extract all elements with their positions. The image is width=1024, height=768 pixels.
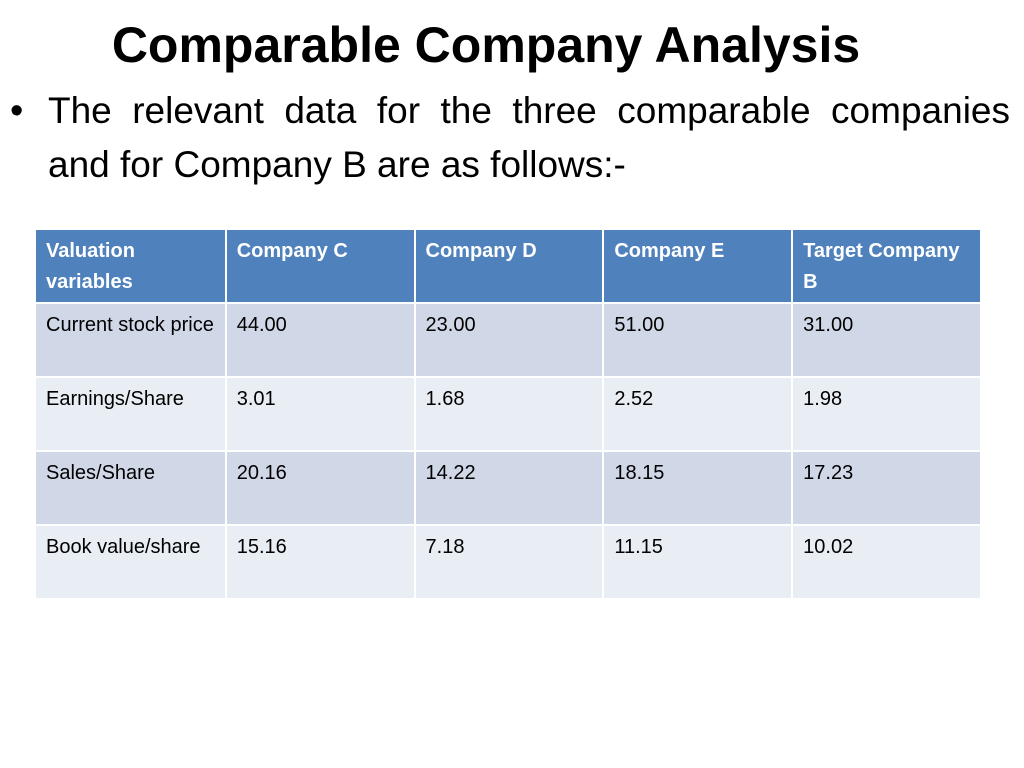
row-label: Sales/Share <box>36 452 225 524</box>
table-row: Earnings/Share 3.01 1.68 2.52 1.98 <box>36 378 980 450</box>
cell-value: 2.52 <box>604 378 792 450</box>
row-label: Earnings/Share <box>36 378 225 450</box>
bullet-text: The relevant data for the three comparab… <box>48 90 1010 185</box>
row-label: Current stock price <box>36 304 225 376</box>
table-row: Book value/share 15.16 7.18 11.15 10.02 <box>36 526 980 598</box>
cell-value: 23.00 <box>415 304 603 376</box>
cell-value: 20.16 <box>226 452 414 524</box>
table-row: Sales/Share 20.16 14.22 18.15 17.23 <box>36 452 980 524</box>
cell-value: 10.02 <box>793 526 980 598</box>
bullet-item: • The relevant data for the three compar… <box>10 84 1012 192</box>
header-company-c: Company C <box>226 230 414 302</box>
cell-value: 11.15 <box>604 526 792 598</box>
cell-value: 1.68 <box>415 378 603 450</box>
cell-value: 14.22 <box>415 452 603 524</box>
cell-value: 15.16 <box>226 526 414 598</box>
cell-value: 31.00 <box>793 304 980 376</box>
header-company-d: Company D <box>415 230 603 302</box>
row-label: Book value/share <box>36 526 225 598</box>
header-company-e: Company E <box>604 230 792 302</box>
table-header-row: Valuation variables Company C Company D … <box>36 230 980 302</box>
cell-value: 3.01 <box>226 378 414 450</box>
table-row: Current stock price 44.00 23.00 51.00 31… <box>36 304 980 376</box>
bullet-icon: • <box>10 90 24 132</box>
comparables-table: Valuation variables Company C Company D … <box>34 228 982 600</box>
cell-value: 7.18 <box>415 526 603 598</box>
cell-value: 51.00 <box>604 304 792 376</box>
header-target-company-b: Target Company B <box>793 230 980 302</box>
cell-value: 44.00 <box>226 304 414 376</box>
header-valuation-variables: Valuation variables <box>36 230 225 302</box>
cell-value: 17.23 <box>793 452 980 524</box>
slide-title: Comparable Company Analysis <box>111 17 861 73</box>
cell-value: 18.15 <box>604 452 792 524</box>
cell-value: 1.98 <box>793 378 980 450</box>
